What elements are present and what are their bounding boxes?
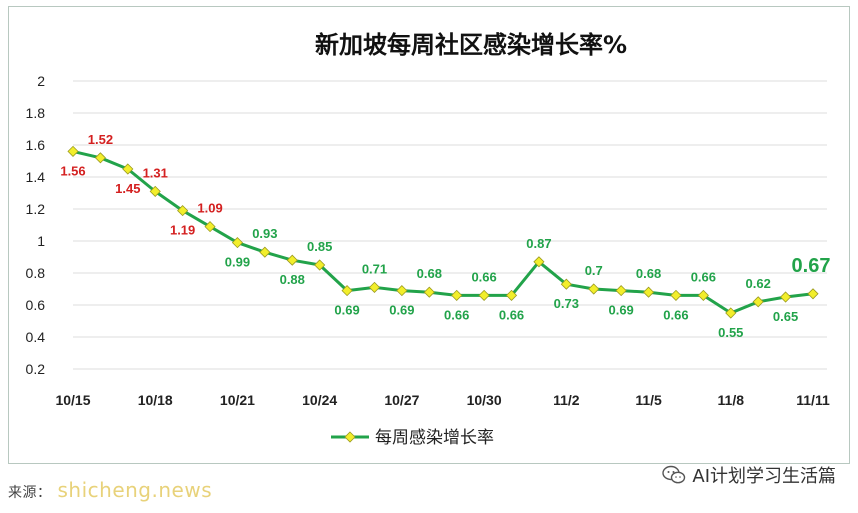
wechat-icon <box>662 465 686 484</box>
y-axis-ticks: 0.2 0.4 0.6 0.8 1 1.2 1.4 1.6 1.8 2 <box>26 73 46 377</box>
data-label: 0.65 <box>773 309 798 324</box>
data-label: 0.7 <box>585 263 603 278</box>
data-point <box>533 256 545 268</box>
data-point <box>149 185 161 197</box>
account-name: AI计划学习生活篇 <box>692 466 836 487</box>
data-label: 0.68 <box>636 266 661 281</box>
x-tick-label: 11/11 <box>796 392 830 408</box>
data-point <box>725 307 737 319</box>
data-label: 0.66 <box>691 269 716 284</box>
legend-marker <box>344 431 356 443</box>
data-point <box>314 259 326 271</box>
x-tick-label: 10/18 <box>138 392 173 408</box>
data-point <box>588 283 600 295</box>
y-tick-label: 0.4 <box>26 329 46 345</box>
data-point <box>94 152 106 164</box>
data-label: 1.45 <box>115 181 140 196</box>
data-point <box>341 285 353 297</box>
y-tick-label: 0.6 <box>26 297 46 313</box>
data-label: 0.69 <box>608 303 633 318</box>
data-point <box>122 163 134 175</box>
y-tick-label: 0.2 <box>26 361 46 377</box>
data-point <box>807 288 819 300</box>
data-point <box>560 278 572 290</box>
y-tick-label: 2 <box>37 73 45 89</box>
watermark-text: shicheng.news <box>57 478 213 502</box>
footer-account: AI计划学习生活篇 <box>662 462 836 488</box>
data-label: 0.69 <box>334 303 359 318</box>
data-point <box>231 237 244 249</box>
data-point <box>177 205 189 217</box>
data-label: 1.09 <box>197 201 222 216</box>
series-line <box>72 149 814 315</box>
data-label: 0.67 <box>792 255 831 277</box>
legend: 每周感染增长率 <box>331 428 494 448</box>
x-tick-label: 10/27 <box>384 392 419 408</box>
data-label: 0.66 <box>471 269 496 284</box>
data-point <box>478 289 490 301</box>
data-label: 0.66 <box>499 307 524 322</box>
data-label: 0.85 <box>307 239 332 254</box>
data-label: 0.87 <box>526 236 551 251</box>
data-point <box>259 246 271 258</box>
data-label: 0.66 <box>663 307 688 322</box>
x-tick-label: 10/24 <box>302 392 337 408</box>
chart-frame: 新加坡每周社区感染增长率% 0.2 0.4 0.6 0.8 1 1.2 1.4 1.6 1.8 2… <box>8 6 850 464</box>
source-label: 来源： <box>8 485 52 501</box>
data-label: 0.88 <box>280 272 305 287</box>
x-tick-label: 10/30 <box>467 392 502 408</box>
data-label: 0.69 <box>389 303 414 318</box>
data-label: 0.93 <box>252 226 277 241</box>
data-label: 1.52 <box>88 132 113 147</box>
x-tick-label: 10/21 <box>220 392 255 408</box>
y-tick-label: 1 <box>37 233 45 249</box>
data-label: 0.55 <box>718 325 743 340</box>
data-point <box>204 221 216 233</box>
data-point <box>451 289 463 301</box>
data-labels: 1.56 1.52 1.451.31 1.191.09 0.990.93 0.88 0.85… <box>60 132 830 340</box>
data-point <box>780 291 792 303</box>
chart-title: 新加坡每周社区感染增长率% <box>315 31 627 59</box>
data-label: 0.73 <box>554 296 579 311</box>
data-point <box>642 286 655 298</box>
data-label: 1.56 <box>60 163 85 178</box>
line-chart: 新加坡每周社区感染增长率% 0.2 0.4 0.6 0.8 1 1.2 1.4 1.6 1.8 2… <box>26 31 831 448</box>
x-axis-ticks: 10/15 10/18 10/21 10/24 10/27 10/30 11/2 11/5 11… <box>55 392 829 408</box>
x-tick-label: 11/2 <box>553 392 580 408</box>
data-point <box>286 254 298 266</box>
data-point <box>423 286 435 298</box>
data-point <box>368 281 381 293</box>
data-label: 0.68 <box>417 266 442 281</box>
x-tick-label: 10/15 <box>55 392 90 408</box>
data-point <box>67 145 79 157</box>
x-tick-label: 11/8 <box>718 392 745 408</box>
data-label: 0.99 <box>225 255 250 270</box>
data-point <box>670 289 682 301</box>
data-point <box>697 289 709 301</box>
y-tick-label: 0.8 <box>26 265 46 281</box>
data-label: 1.19 <box>170 223 195 238</box>
footer-source: 来源： shicheng.news <box>8 478 212 502</box>
data-label: 0.62 <box>746 276 771 291</box>
data-point <box>615 285 627 297</box>
grid-layer <box>73 80 827 370</box>
data-point <box>752 296 764 308</box>
data-point <box>396 285 408 297</box>
legend-label: 每周感染增长率 <box>375 428 494 448</box>
x-tick-label: 11/5 <box>635 392 662 408</box>
y-tick-label: 1.8 <box>26 105 46 121</box>
y-tick-label: 1.4 <box>26 169 46 185</box>
y-tick-label: 1.2 <box>26 201 46 217</box>
data-label: 1.31 <box>143 165 168 180</box>
data-label: 0.66 <box>444 307 469 322</box>
data-label: 0.71 <box>362 261 387 276</box>
series-layer <box>67 145 819 319</box>
y-tick-label: 1.6 <box>26 137 46 153</box>
data-point <box>505 289 518 301</box>
